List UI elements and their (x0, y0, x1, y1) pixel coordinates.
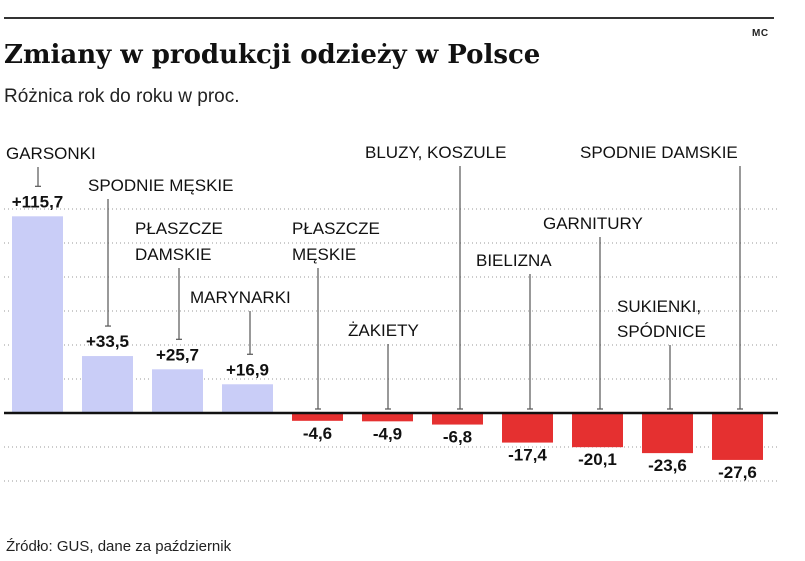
category-label: GARNITURY (543, 214, 643, 233)
chart-title: Zmiany w produkcji odzieży w Polsce (4, 40, 541, 70)
value-label: +115,7 (12, 192, 64, 211)
bar (502, 413, 553, 443)
value-label: +33,5 (86, 332, 129, 351)
bar (572, 413, 623, 448)
category-label: DAMSKIE (135, 245, 212, 264)
category-label: SPODNIE MĘSKIE (88, 176, 233, 195)
value-label: -17,4 (508, 446, 547, 465)
category-label: SPODNIE DAMSKIE (580, 143, 738, 162)
source-note: Źródło: GUS, dane za październik (6, 538, 232, 555)
category-label: BLUZY, KOSZULE (365, 143, 506, 162)
category-label: PŁASZCZE (135, 219, 223, 238)
value-label: -20,1 (578, 450, 617, 469)
bar (12, 216, 63, 413)
bar (362, 413, 413, 422)
bar (82, 356, 133, 413)
bar (432, 413, 483, 425)
value-label: -4,6 (303, 424, 332, 443)
value-label: -4,9 (373, 424, 402, 443)
top-rule (4, 17, 774, 19)
value-label: +16,9 (226, 360, 269, 379)
bar (712, 413, 763, 460)
bar (642, 413, 693, 454)
category-label: MĘSKIE (292, 245, 356, 264)
category-label: SPÓDNICE (617, 322, 706, 341)
category-label: BIELIZNA (476, 251, 552, 270)
bar (222, 384, 273, 413)
value-label: +25,7 (156, 345, 199, 364)
bar (292, 413, 343, 421)
category-label: SUKIENKI, (617, 297, 701, 316)
category-label: ŻAKIETY (348, 321, 419, 340)
value-label: -23,6 (648, 456, 687, 475)
chart-subtitle: Różnica rok do roku w proc. (4, 86, 240, 107)
bar (152, 369, 203, 413)
category-label: GARSONKI (6, 144, 96, 163)
value-label: -6,8 (443, 428, 472, 447)
value-label: -27,6 (718, 463, 757, 482)
category-label: MARYNARKI (190, 288, 291, 307)
category-label: PŁASZCZE (292, 219, 380, 238)
credit: MC (752, 28, 769, 39)
